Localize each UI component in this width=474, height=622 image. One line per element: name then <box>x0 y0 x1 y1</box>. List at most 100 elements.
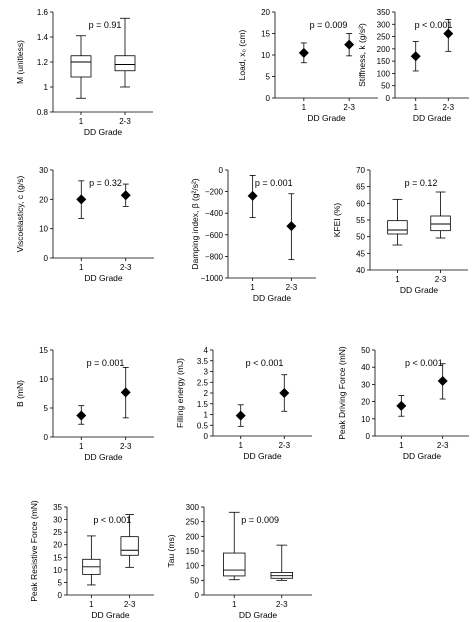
y-tick-label: 10 <box>39 375 48 384</box>
x-tick-label: 2-3 <box>120 442 132 451</box>
y-tick-label: 250 <box>186 518 200 527</box>
data-point <box>120 387 131 398</box>
y-tick-label: 40 <box>361 363 370 372</box>
data-point <box>298 47 309 58</box>
x-axis-title: DD Grade <box>84 452 123 462</box>
y-tick-label: 200 <box>186 532 200 541</box>
p-value-annotation: p = 0.91 <box>89 20 122 30</box>
data-point <box>247 190 258 201</box>
x-axis-title: DD Grade <box>243 451 282 461</box>
y-tick-label: −400 <box>205 209 224 218</box>
chart-panel: 0 5 10 15 1 2-3DD Grade B (mN) p = 0.001 <box>15 346 154 462</box>
x-tick-label: 2-3 <box>435 275 447 284</box>
box-iqr <box>430 215 451 232</box>
x-tick-label: 1 <box>395 275 400 284</box>
x-axis-title: DD Grade <box>253 293 292 303</box>
y-tick-label: 200 <box>377 45 391 54</box>
y-tick-label: 1.5 <box>197 400 209 409</box>
data-point <box>286 221 297 232</box>
box-iqr <box>120 536 139 556</box>
y-axis-title: Peak Driving Force (mN) <box>337 346 347 440</box>
chart-panel: 0 5 10 15 20 25 30 35 1 2-3DD Grade Peak Resistive… <box>29 500 154 620</box>
y-tick-label: 0 <box>204 432 209 441</box>
y-tick-label: 50 <box>361 346 370 355</box>
y-tick-label: 1 <box>44 83 49 92</box>
x-axis-title: DD Grade <box>400 285 439 295</box>
y-tick-label: 300 <box>377 20 391 29</box>
data-point <box>396 400 407 411</box>
x-axis-title: DD Grade <box>84 273 123 283</box>
x-tick-label: 1 <box>79 263 84 272</box>
y-tick-label: 45 <box>356 249 365 258</box>
y-tick-label: 0 <box>386 94 391 103</box>
data-point <box>344 39 355 50</box>
y-tick-label: 350 <box>377 8 391 17</box>
p-value-annotation: p = 0.12 <box>405 178 438 188</box>
y-tick-label: 30 <box>361 380 370 389</box>
y-tick-label: 300 <box>186 503 200 512</box>
y-tick-label: 1.6 <box>37 8 49 17</box>
y-axis-title: Stiffness, k (g/s²) <box>357 23 367 87</box>
y-tick-label: 65 <box>356 183 365 192</box>
y-tick-label: 100 <box>186 562 200 571</box>
y-tick-label: 10 <box>361 415 370 424</box>
y-tick-label: 150 <box>377 57 391 66</box>
x-tick-label: 1 <box>413 103 418 112</box>
y-tick-label: 1.4 <box>37 33 49 42</box>
x-tick-label: 2-3 <box>343 103 355 112</box>
y-tick-label: 10 <box>53 566 62 575</box>
y-tick-label: 2 <box>204 389 209 398</box>
y-tick-label: −800 <box>205 252 224 261</box>
x-axis-title: DD Grade <box>239 610 278 620</box>
y-axis-title: Tau (ms) <box>166 534 176 567</box>
chart-panel: 0 10 20 30 40 50 1 2-3DD Grade Peak Driving Forc… <box>337 346 469 461</box>
x-axis-title: DD Grade <box>307 113 346 123</box>
y-tick-label: 20 <box>361 398 370 407</box>
x-tick-label: 1 <box>89 600 94 609</box>
p-value-annotation: p = 0.001 <box>255 178 293 188</box>
y-axis-title: Filling energy (mJ) <box>175 358 185 428</box>
p-value-annotation: p < 0.001 <box>415 20 453 30</box>
y-tick-label: 10 <box>39 225 48 234</box>
box-iqr <box>223 552 246 577</box>
y-tick-label: 55 <box>356 216 365 225</box>
data-point <box>279 388 290 398</box>
y-tick-label: 0 <box>44 254 49 263</box>
box-iqr <box>114 55 136 72</box>
y-tick-label: 0 <box>266 94 271 103</box>
y-tick-label: 0 <box>58 591 63 600</box>
y-tick-label: 15 <box>261 30 270 39</box>
x-axis-title: DD Grade <box>403 451 442 461</box>
y-tick-label: 250 <box>377 33 391 42</box>
data-point <box>235 410 246 421</box>
x-tick-label: 2-3 <box>442 103 454 112</box>
x-tick-label: 1 <box>399 441 404 450</box>
y-tick-label: 10 <box>261 51 270 60</box>
y-tick-label: 5 <box>266 73 271 82</box>
y-tick-label: 100 <box>377 69 391 78</box>
y-tick-label: 50 <box>381 82 390 91</box>
y-axis-title: KFEI (%) <box>332 203 342 238</box>
y-tick-label: 0 <box>219 166 224 175</box>
x-tick-label: 2-3 <box>276 600 288 609</box>
data-point <box>410 51 421 62</box>
x-tick-label: 1 <box>232 600 237 609</box>
y-tick-label: 40 <box>356 266 365 275</box>
chart-panel: 0 5 10 15 20 1 2-3DD Grade Load, x₀ (cm) p = 0.0… <box>237 8 378 123</box>
y-tick-label: 1 <box>204 411 209 420</box>
x-tick-label: 2-3 <box>124 600 136 609</box>
y-axis-title: Viscoelasticy, c (g/s) <box>15 175 25 252</box>
y-tick-label: −600 <box>205 231 224 240</box>
x-axis-title: DD Grade <box>91 610 130 620</box>
p-value-annotation: p < 0.001 <box>405 358 443 368</box>
chart-panel: −1000 −800 −600 −400 −200 0 1 2-3DD Grade Dampin… <box>190 166 316 303</box>
y-tick-label: 2.5 <box>197 378 209 387</box>
y-axis-title: Peak Resistive Force (mN) <box>29 500 39 602</box>
x-axis-title: DD Grade <box>84 127 123 137</box>
y-tick-label: 5 <box>58 578 63 587</box>
chart-panel: 0 50 100 150 200 250 300 1 2-3DD Grade Tau (ms) p … <box>166 503 312 620</box>
y-tick-label: 20 <box>39 195 48 204</box>
x-tick-label: 2-3 <box>278 441 290 450</box>
